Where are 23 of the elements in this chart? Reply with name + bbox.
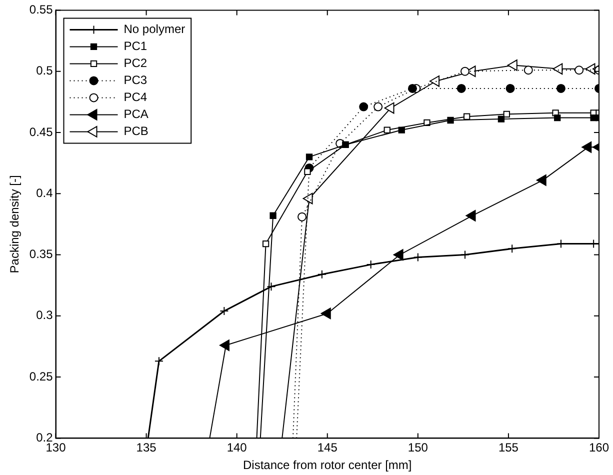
legend-label: PC1 xyxy=(124,39,148,54)
y-tick-label: 0.3 xyxy=(36,308,54,322)
y-tick-label: 0.5 xyxy=(36,64,54,78)
x-tick-label: 155 xyxy=(498,440,519,455)
legend-label: PC2 xyxy=(124,56,148,70)
x-tick-label: 135 xyxy=(136,440,157,455)
y-axis-title: Packing density [-] xyxy=(8,175,22,274)
y-tick-label: 0.4 xyxy=(36,186,54,200)
y-tick-label: 0.25 xyxy=(29,369,54,384)
x-tick-label: 145 xyxy=(317,440,338,455)
x-axis-title: Distance from rotor center [mm] xyxy=(243,458,412,472)
y-tick-label: 0.55 xyxy=(29,2,54,17)
legend-label: PC4 xyxy=(124,90,148,104)
x-tick-label: 150 xyxy=(408,440,428,455)
x-tick-label: 140 xyxy=(226,440,248,455)
x-tick-label: 130 xyxy=(46,440,66,455)
y-tick-label: 0.45 xyxy=(29,124,54,139)
y-tick-label: 0.35 xyxy=(29,247,54,262)
legend-label: No polymer xyxy=(124,22,186,36)
x-tick-label: 160 xyxy=(588,440,610,455)
legend-label: PCB xyxy=(124,124,148,138)
legend-label: PC3 xyxy=(124,73,148,88)
legend-label: PCA xyxy=(124,107,148,122)
